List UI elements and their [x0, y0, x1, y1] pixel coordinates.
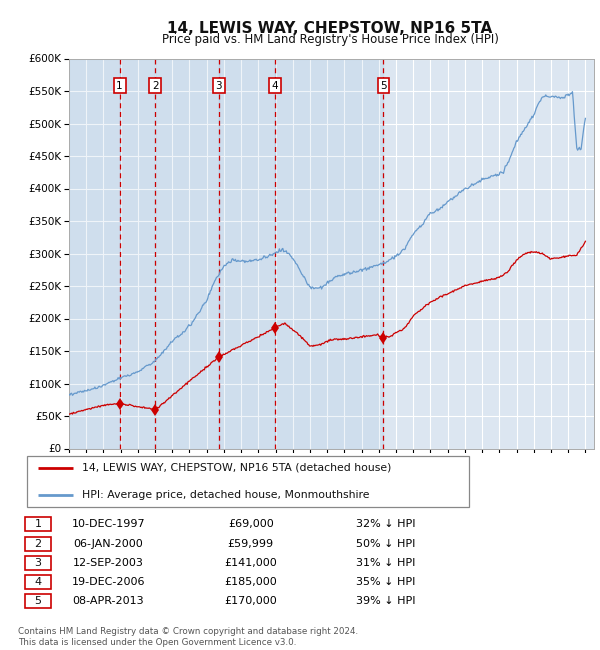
Text: 4: 4: [35, 577, 41, 587]
Text: 12-SEP-2003: 12-SEP-2003: [73, 558, 143, 568]
Text: 10-DEC-1997: 10-DEC-1997: [71, 519, 145, 529]
Bar: [119, 58, 155, 448]
FancyBboxPatch shape: [25, 556, 51, 570]
Text: 2: 2: [152, 81, 159, 91]
Text: 19-DEC-2006: 19-DEC-2006: [71, 577, 145, 587]
Text: £59,999: £59,999: [228, 539, 274, 549]
FancyBboxPatch shape: [25, 575, 51, 589]
Text: 3: 3: [35, 558, 41, 568]
Text: 32% ↓ HPI: 32% ↓ HPI: [356, 519, 415, 529]
FancyBboxPatch shape: [25, 517, 51, 531]
Text: 35% ↓ HPI: 35% ↓ HPI: [356, 577, 415, 587]
Text: 4: 4: [272, 81, 278, 91]
Text: 06-JAN-2000: 06-JAN-2000: [73, 539, 143, 549]
Text: 14, LEWIS WAY, CHEPSTOW, NP16 5TA (detached house): 14, LEWIS WAY, CHEPSTOW, NP16 5TA (detac…: [82, 463, 391, 473]
FancyBboxPatch shape: [25, 537, 51, 551]
Bar: [219, 58, 275, 448]
Text: 1: 1: [116, 81, 123, 91]
Text: 14, LEWIS WAY, CHEPSTOW, NP16 5TA: 14, LEWIS WAY, CHEPSTOW, NP16 5TA: [167, 21, 493, 36]
Bar: [155, 58, 219, 448]
Text: Contains HM Land Registry data © Crown copyright and database right 2024.
This d: Contains HM Land Registry data © Crown c…: [18, 627, 358, 647]
Bar: [275, 58, 383, 448]
Text: HPI: Average price, detached house, Monmouthshire: HPI: Average price, detached house, Monm…: [82, 490, 370, 501]
Text: 5: 5: [380, 81, 387, 91]
Text: 2: 2: [35, 539, 41, 549]
Text: 3: 3: [215, 81, 222, 91]
Text: £69,000: £69,000: [228, 519, 274, 529]
FancyBboxPatch shape: [25, 595, 51, 608]
Text: 39% ↓ HPI: 39% ↓ HPI: [356, 597, 415, 606]
Text: 5: 5: [35, 597, 41, 606]
Text: 08-APR-2013: 08-APR-2013: [73, 597, 144, 606]
Bar: [69, 58, 119, 448]
Text: Price paid vs. HM Land Registry's House Price Index (HPI): Price paid vs. HM Land Registry's House …: [161, 32, 499, 46]
Text: £185,000: £185,000: [224, 577, 277, 587]
Text: 31% ↓ HPI: 31% ↓ HPI: [356, 558, 415, 568]
Text: £170,000: £170,000: [224, 597, 277, 606]
Text: £141,000: £141,000: [224, 558, 277, 568]
Text: 1: 1: [35, 519, 41, 529]
FancyBboxPatch shape: [27, 456, 469, 508]
Text: 50% ↓ HPI: 50% ↓ HPI: [356, 539, 415, 549]
